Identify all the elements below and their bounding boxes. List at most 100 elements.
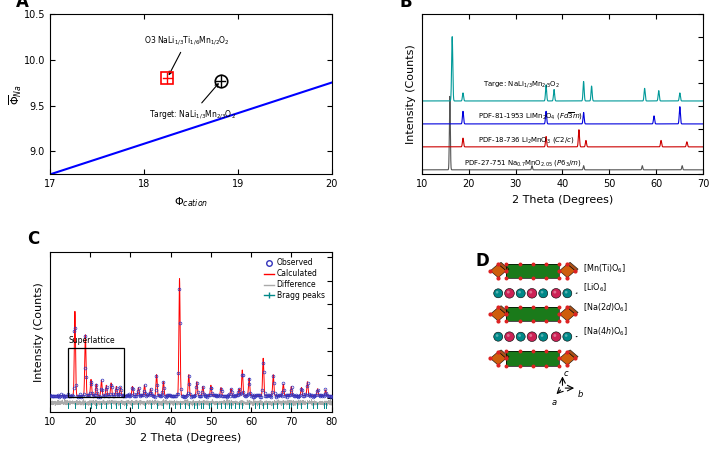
Circle shape [493,289,503,298]
Text: [Na(2$d$)O$_6$]: [Na(2$d$)O$_6$] [576,301,628,314]
Observed [46,393,54,398]
Circle shape [507,291,510,294]
Line: Calculated: Calculated [50,278,331,396]
Text: c: c [564,369,569,378]
Polygon shape [491,307,506,321]
Polygon shape [559,352,575,365]
Circle shape [529,291,532,294]
X-axis label: 2 Theta (Degrees): 2 Theta (Degrees) [140,433,241,442]
Difference [318,402,327,407]
Circle shape [553,334,556,337]
Text: B: B [399,0,412,11]
Circle shape [496,334,498,337]
Circle shape [518,334,521,337]
Text: [LiO$_6$]: [LiO$_6$] [576,281,607,294]
Circle shape [553,291,556,294]
Observed [229,393,238,399]
Difference [250,396,258,401]
Circle shape [516,332,526,341]
Circle shape [540,291,543,294]
Polygon shape [491,352,506,365]
Calculated [46,393,54,398]
Calculated [166,393,175,398]
Circle shape [565,291,568,294]
Text: a: a [551,398,556,407]
Text: Targe: NaLi$_{1/3}$Mn$_{2/3}$O$_2$: Targe: NaLi$_{1/3}$Mn$_{2/3}$O$_2$ [483,79,560,90]
Difference [64,403,73,409]
Circle shape [518,291,521,294]
Text: [Na(4$h$)O$_6$]: [Na(4$h$)O$_6$] [576,326,628,338]
Observed [288,391,297,397]
Text: b: b [578,390,583,399]
Difference [179,400,188,406]
Difference [305,400,313,406]
Bar [68,348,124,397]
Observed [327,394,336,400]
Calculated [164,393,173,398]
Observed [175,286,183,292]
Circle shape [540,334,543,337]
Circle shape [538,332,548,341]
Circle shape [527,332,537,342]
Polygon shape [498,350,509,358]
Difference [251,401,259,407]
Bar [506,307,559,322]
Observed [153,383,161,388]
Calculated [175,276,183,281]
Circle shape [538,289,548,298]
Calculated [327,393,336,398]
Observed [203,394,211,400]
Difference [327,400,336,405]
Polygon shape [559,307,575,321]
X-axis label: $\Phi_{cation}$: $\Phi_{cation}$ [174,195,208,209]
Circle shape [493,332,503,341]
Bar [506,264,559,278]
Circle shape [551,289,561,298]
Calculated [305,393,313,398]
Circle shape [507,334,510,337]
Bar [506,264,559,278]
Circle shape [529,334,532,337]
Text: A: A [16,0,29,11]
Circle shape [505,332,514,342]
Text: PDF-81-1953 LiMn$_2$O$_4$ ($Fd\overline{3}m$): PDF-81-1953 LiMn$_2$O$_4$ ($Fd\overline{… [478,111,583,122]
Polygon shape [491,264,506,278]
Line: Observed: Observed [49,288,333,399]
Text: Target: NaLi$_{1/3}$Mn$_{2/3}$O$_2$: Target: NaLi$_{1/3}$Mn$_{2/3}$O$_2$ [149,84,236,120]
Circle shape [505,289,514,298]
Circle shape [527,289,537,298]
Text: C: C [27,230,40,248]
Polygon shape [559,264,575,278]
Bar [506,307,559,322]
Text: PDF-27-751 Na$_{0.7}$MnO$_{2.05}$ ($P6_3/m$): PDF-27-751 Na$_{0.7}$MnO$_{2.05}$ ($P6_3… [464,158,582,168]
Legend: Observed, Calculated, Difference, Bragg peaks: Observed, Calculated, Difference, Bragg … [261,256,328,303]
Polygon shape [498,306,509,314]
Text: Superlattice: Superlattice [69,336,116,345]
Y-axis label: Intensity (Counts): Intensity (Counts) [406,44,416,144]
Line: Difference: Difference [50,398,331,406]
Text: [Mn(Ti)O$_6$]: [Mn(Ti)O$_6$] [576,263,625,275]
Bar [506,351,559,365]
Calculated [251,393,259,398]
Text: D: D [476,251,490,269]
Circle shape [563,332,572,341]
Text: O3 NaLi$_{1/3}$Ti$_{1/6}$Mn$_{1/2}$O$_2$: O3 NaLi$_{1/3}$Ti$_{1/6}$Mn$_{1/2}$O$_2$ [144,34,230,75]
Difference [166,399,175,405]
Difference [164,400,173,406]
Polygon shape [568,306,578,314]
Text: PDF-18-736 Li$_2$MnO$_3$ ($C2/c$): PDF-18-736 Li$_2$MnO$_3$ ($C2/c$) [478,135,575,145]
Y-axis label: $\overline{\Phi}_{Na}$: $\overline{\Phi}_{Na}$ [7,84,24,104]
Circle shape [496,291,498,294]
Polygon shape [498,262,509,271]
Polygon shape [568,262,578,271]
Polygon shape [568,350,578,358]
Circle shape [563,289,572,298]
Circle shape [565,334,568,337]
Y-axis label: Intensity (Counts): Intensity (Counts) [34,282,44,382]
Bar [506,351,559,365]
Difference [46,399,54,405]
Circle shape [551,332,561,342]
X-axis label: 2 Theta (Degrees): 2 Theta (Degrees) [512,195,613,205]
Observed [104,393,113,399]
Calculated [318,393,327,398]
